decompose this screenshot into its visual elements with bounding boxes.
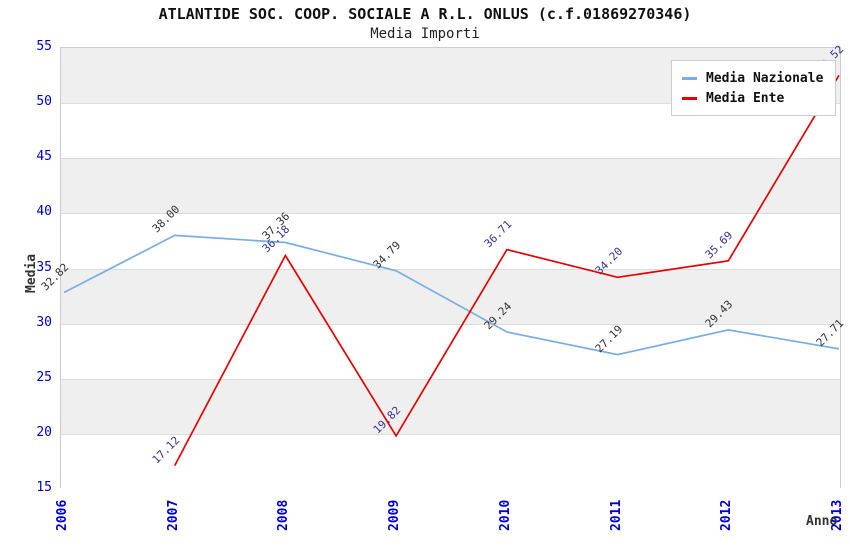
y-tick-label: 30 — [36, 314, 52, 330]
x-tick-label: 2012 — [719, 499, 735, 531]
grid-line — [61, 103, 840, 105]
y-axis-title: Media — [24, 253, 39, 293]
grid-line — [61, 323, 840, 325]
grid-line — [61, 213, 840, 215]
media-ente-line — [173, 74, 840, 466]
plot-area: Media Nazionale Media Ente — [60, 47, 841, 489]
x-tick-label: 2011 — [608, 499, 624, 531]
legend-item-media-nazionale: Media Nazionale — [682, 68, 823, 88]
x-tick-label: 2009 — [387, 499, 403, 531]
y-tick-label: 45 — [36, 149, 52, 165]
grid-band — [61, 213, 840, 269]
x-tick-label: 2010 — [497, 499, 513, 531]
grid-band — [61, 323, 840, 379]
y-tick-label: 25 — [36, 369, 52, 385]
y-tick-label: 55 — [36, 39, 52, 54]
x-axis-title: Anno — [806, 514, 838, 529]
grid-line — [61, 433, 840, 435]
chart-subtitle: Media Importi — [370, 26, 480, 42]
legend-label-media-ente: Media Ente — [706, 90, 785, 106]
media-nazionale-line-swatch-icon — [682, 76, 697, 80]
grid-band — [61, 268, 840, 324]
legend-label-media-nazionale: Media Nazionale — [706, 70, 824, 86]
media-ente-line-swatch-icon — [682, 96, 697, 100]
media-nazionale-line — [63, 234, 840, 356]
grid-line — [61, 378, 840, 380]
y-tick-label: 15 — [36, 480, 52, 495]
x-tick-label: 2006 — [55, 499, 70, 531]
grid-line — [61, 158, 840, 160]
y-tick-label: 35 — [36, 259, 52, 275]
grid-band — [61, 378, 840, 434]
legend: Media Nazionale Media Ente — [671, 60, 837, 116]
chart-title: ATLANTIDE SOC. COOP. SOCIALE A R.L. ONLU… — [158, 5, 692, 23]
grid-band — [61, 433, 840, 489]
grid-band — [61, 158, 840, 214]
y-tick-label: 50 — [36, 94, 52, 110]
series-lines — [63, 74, 840, 466]
x-tick-label: 2007 — [165, 499, 181, 531]
grid-line — [61, 268, 840, 270]
x-tick-label: 2008 — [276, 499, 292, 531]
legend-item-media-ente: Media Ente — [682, 88, 823, 108]
y-tick-label: 40 — [36, 204, 52, 220]
y-tick-label: 20 — [36, 424, 52, 440]
